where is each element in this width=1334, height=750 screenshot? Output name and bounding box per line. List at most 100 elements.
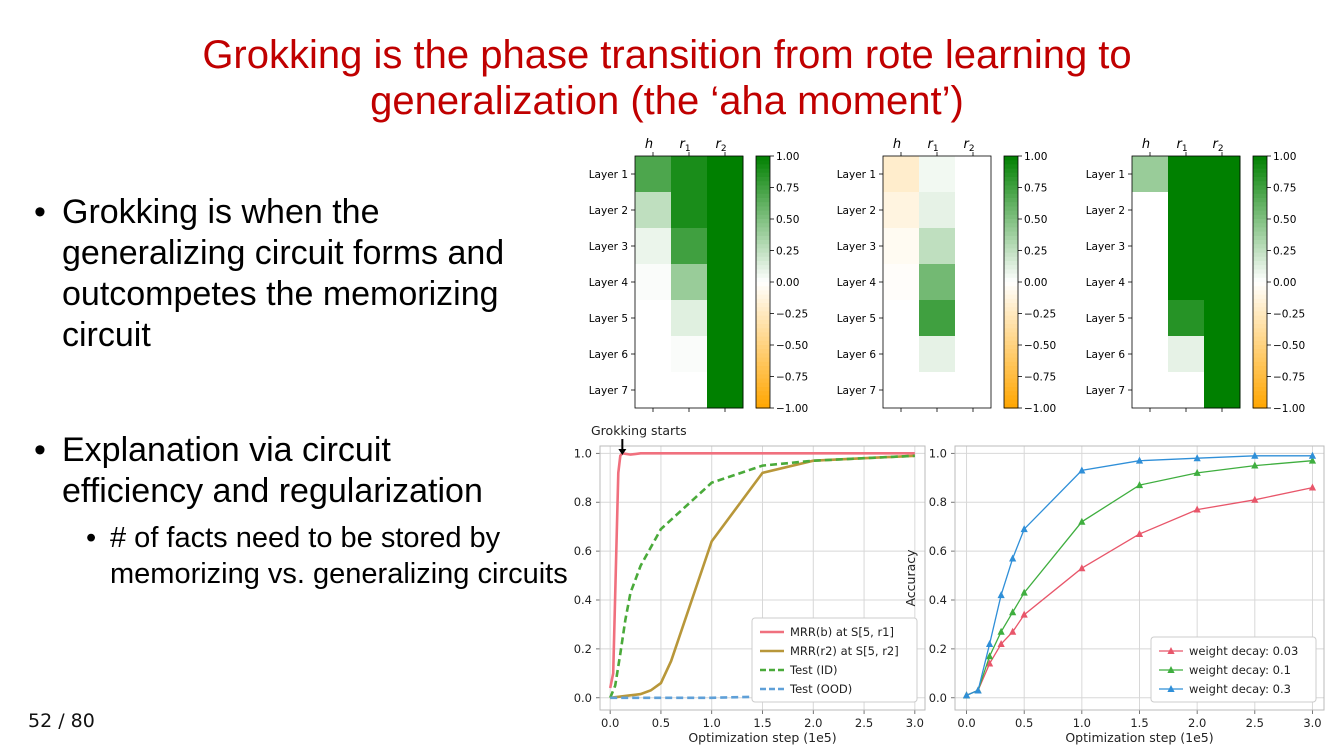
colorbar-segment	[756, 277, 770, 283]
colorbar-segment	[756, 248, 770, 254]
colorbar-segment	[1004, 235, 1018, 241]
legend-box	[751, 617, 918, 703]
y-tick-label: 1.0	[929, 446, 947, 460]
heatmap-row-label: Layer 2	[1086, 205, 1125, 217]
heatmap-panel: h r1 r2 Layer 1 Layer 2 Layer 3 Layer 4 Layer 5…	[1086, 137, 1305, 415]
heatmap-cell	[671, 192, 708, 229]
heatmap-column-label: r1	[927, 137, 938, 154]
colorbar-segment	[1004, 353, 1018, 359]
heatmap-cell	[671, 156, 708, 193]
x-tick-label: 0.0	[957, 716, 975, 730]
colorbar-segment	[1253, 256, 1267, 262]
colorbar-segment	[1253, 382, 1267, 388]
colorbar-segment	[756, 391, 770, 396]
x-tick-label: 2.0	[1188, 716, 1206, 730]
y-tick-label: 0.6	[929, 544, 947, 558]
colorbar-segment	[1004, 172, 1018, 178]
heatmap-cell	[671, 372, 708, 409]
colorbar-segment	[1004, 361, 1018, 367]
plot-frame	[599, 445, 926, 711]
data-marker	[1308, 456, 1317, 464]
heatmap-cell	[635, 192, 672, 229]
colorbar-segment	[756, 193, 770, 199]
colorbar-segment	[756, 387, 770, 392]
heatmap-row-label: Layer 7	[1086, 385, 1125, 397]
colorbar-segment	[1253, 366, 1267, 371]
heatmap-cell	[671, 228, 708, 265]
colorbar-tick-label: −0.75	[1273, 372, 1305, 384]
heatmap-cell	[707, 192, 744, 229]
colorbar-segment	[756, 206, 770, 212]
colorbar-segment	[756, 403, 770, 409]
colorbar-segment	[1253, 244, 1267, 249]
y-tick-label: 0.4	[574, 593, 592, 607]
heatmap-row-label: Layer 7	[837, 385, 876, 397]
heatmap-cell	[919, 264, 956, 301]
colorbar-segment	[1004, 261, 1018, 266]
heatmap-cell	[919, 372, 956, 409]
series-line	[608, 451, 915, 689]
heatmap-row-label: Layer 4	[837, 277, 877, 289]
heatmap-cell	[635, 336, 672, 373]
colorbar-segment	[1253, 269, 1267, 275]
heatmap-cell	[919, 228, 956, 265]
colorbar-segment	[756, 294, 770, 300]
colorbar-tick-label: −0.25	[1273, 309, 1305, 321]
colorbar-segment	[756, 328, 770, 333]
colorbar-segment	[756, 172, 770, 178]
colorbar-segment	[1253, 168, 1267, 174]
legend-box	[1150, 636, 1317, 703]
colorbar-segment	[756, 156, 770, 161]
colorbar-segment	[1004, 269, 1018, 275]
colorbar-segment	[756, 315, 770, 321]
colorbar-segment	[1253, 340, 1267, 346]
heatmap-cell	[1132, 372, 1169, 409]
colorbar-segment	[756, 256, 770, 262]
data-marker	[1135, 456, 1144, 464]
colorbar-segment	[1004, 189, 1018, 195]
colorbar-tick-label: 0.00	[1273, 277, 1296, 289]
heatmap-cell	[671, 264, 708, 301]
heatmap-row-label: Layer 3	[1086, 241, 1125, 253]
bullet-text: Explanation via circuit efficiency and r…	[62, 431, 483, 510]
sub-bullet-text: # of facts need to be stored by memorizi…	[110, 522, 568, 590]
colorbar-segment	[756, 374, 770, 380]
colorbar-segment	[756, 378, 770, 384]
colorbar-segment	[756, 395, 770, 401]
heatmap-cell	[955, 264, 992, 301]
y-tick-label: 0.0	[574, 691, 592, 705]
colorbar-segment	[1253, 214, 1267, 220]
colorbar-segment	[1004, 231, 1018, 237]
heatmap-cell	[1168, 264, 1205, 301]
colorbar-segment	[1253, 311, 1267, 317]
heatmap-cell	[1168, 192, 1205, 229]
colorbar-tick-label: −0.50	[776, 340, 808, 352]
colorbar-segment	[1004, 198, 1018, 203]
series-line	[608, 454, 915, 699]
colorbar-segment	[1004, 256, 1018, 262]
heatmap-row-label: Layer 5	[589, 313, 628, 325]
colorbar-segment	[1004, 324, 1018, 329]
data-marker	[1308, 483, 1317, 491]
colorbar-segment	[756, 261, 770, 266]
heatmap-cell	[919, 336, 956, 373]
bullet-glyph: •	[34, 431, 46, 469]
colorbar-segment	[1253, 315, 1267, 321]
colorbar-segment	[1253, 332, 1267, 338]
colorbar-segment	[1004, 240, 1018, 245]
colorbar-segment	[1004, 223, 1018, 228]
legend-marker	[1167, 685, 1175, 692]
colorbar-segment	[1253, 370, 1267, 375]
colorbar-segment	[756, 219, 770, 224]
colorbar-segment	[756, 189, 770, 195]
colorbar-segment	[756, 366, 770, 371]
colorbar-segment	[1253, 303, 1267, 308]
colorbar-segment	[1004, 202, 1018, 207]
data-marker	[1251, 495, 1259, 503]
colorbar-tick-label: 0.50	[776, 214, 799, 226]
colorbar-segment	[756, 311, 770, 317]
data-marker	[1193, 454, 1201, 462]
colorbar-tick-label: 1.00	[1273, 151, 1296, 163]
data-marker	[997, 640, 1005, 647]
colorbar-segment	[1004, 391, 1018, 396]
